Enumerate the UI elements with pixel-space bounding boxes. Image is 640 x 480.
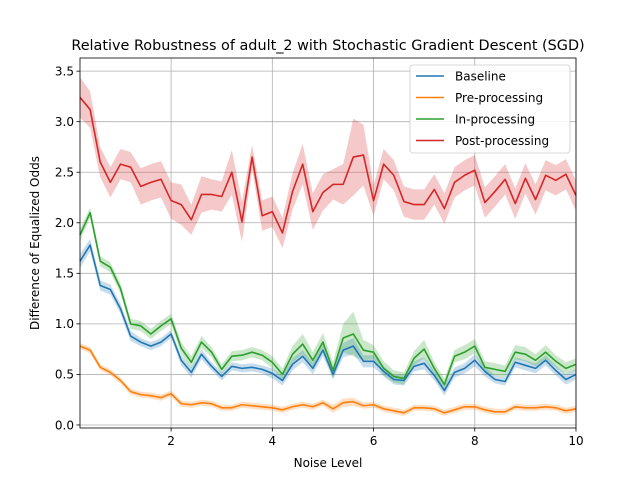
y-tick-label: 3.0 [55, 115, 74, 129]
y-axis-label: Difference of Equalized Odds [28, 156, 42, 330]
line-post-processing [79, 96, 577, 234]
legend-label-in-processing: In-processing [455, 112, 535, 126]
y-tick-label: 0.5 [55, 368, 74, 382]
y-tick-label: 0.0 [55, 418, 74, 432]
legend-box [409, 64, 571, 154]
x-axis-ticks: 2 4 6 8 10 [167, 428, 584, 448]
y-axis-ticks: 0.0 0.5 1.0 1.5 2.0 2.5 3.0 3.5 [55, 64, 80, 432]
band-post-processing [80, 77, 576, 249]
legend-label-post-processing: Post-processing [455, 134, 549, 148]
y-tick-label: 2.5 [55, 166, 74, 180]
x-tick-label: 10 [568, 434, 583, 448]
y-tick-label: 1.0 [55, 317, 74, 331]
band-pre-processing [80, 343, 576, 416]
series-lines [79, 96, 577, 414]
y-tick-label: 2.0 [55, 216, 74, 230]
x-tick-label: 6 [370, 434, 378, 448]
legend: Baseline Pre-processing In-processing Post-… [409, 64, 571, 154]
x-tick-label: 8 [471, 434, 479, 448]
legend-label-baseline: Baseline [455, 69, 506, 83]
chart-title: Relative Robustness of adult_2 with Stoc… [71, 38, 584, 54]
y-tick-label: 1.5 [55, 267, 74, 281]
plot-frame [79, 57, 577, 429]
line-baseline [79, 244, 577, 392]
line-in-processing [79, 211, 577, 386]
line-pre-processing [79, 345, 577, 414]
legend-label-pre-processing: Pre-processing [455, 91, 543, 105]
x-tick-label: 2 [167, 434, 175, 448]
x-tick-label: 4 [269, 434, 277, 448]
x-axis-label: Noise Level [294, 456, 363, 470]
y-tick-label: 3.5 [55, 64, 74, 78]
